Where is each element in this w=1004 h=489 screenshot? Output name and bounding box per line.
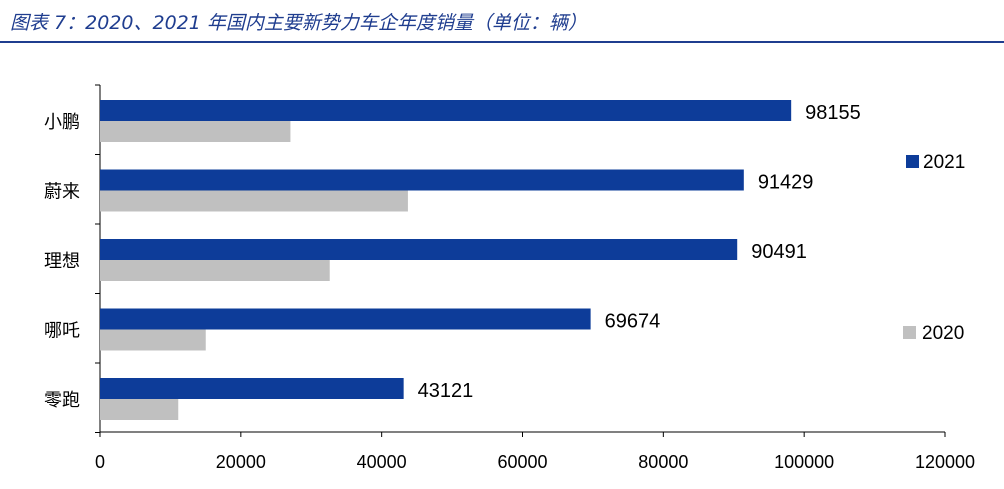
- bar-2021: [100, 308, 591, 330]
- x-tick-label: 100000: [774, 452, 834, 472]
- bar-2020: [100, 329, 206, 351]
- chart-header: 图表 7：2020、2021 年国内主要新势力车企年度销量（单位：辆）: [0, 0, 1004, 44]
- legend-label-2020: 2020: [922, 323, 964, 344]
- data-label-2021: 69674: [605, 311, 661, 333]
- category-label: 小鹏: [44, 112, 80, 133]
- x-tick-label: 80000: [638, 452, 688, 472]
- chart-title: 图表 7：2020、2021 年国内主要新势力车企年度销量（单位：辆）: [10, 12, 587, 34]
- category-label: 理想: [44, 251, 80, 272]
- data-label-2021: 43121: [418, 380, 474, 402]
- data-label-2021: 91429: [758, 172, 814, 194]
- x-tick-label: 0: [95, 452, 105, 472]
- bar-2020: [100, 260, 330, 281]
- x-tick-label: 60000: [497, 452, 547, 472]
- legend-swatch-2021: [906, 155, 919, 168]
- legend-label-2021: 2021: [923, 152, 965, 173]
- x-tick-label: 40000: [357, 452, 407, 472]
- header-divider: [0, 41, 1004, 43]
- bar-2020: [100, 399, 179, 420]
- legend-swatch-2020: [903, 326, 916, 339]
- bar-2021: [100, 100, 792, 121]
- bar-2021: [100, 169, 744, 191]
- category-label: 蔚来: [44, 182, 80, 203]
- data-label-2021: 98155: [805, 102, 861, 124]
- x-tick-label: 120000: [915, 452, 975, 472]
- bar-2020: [100, 190, 408, 212]
- category-label: 哪吒: [44, 321, 80, 342]
- bar-2021: [100, 239, 738, 260]
- bar-2020: [100, 121, 291, 142]
- category-label: 零跑: [44, 390, 80, 411]
- data-label-2021: 90491: [751, 241, 807, 263]
- bar-2021: [100, 378, 404, 399]
- x-tick-label: 20000: [216, 452, 266, 472]
